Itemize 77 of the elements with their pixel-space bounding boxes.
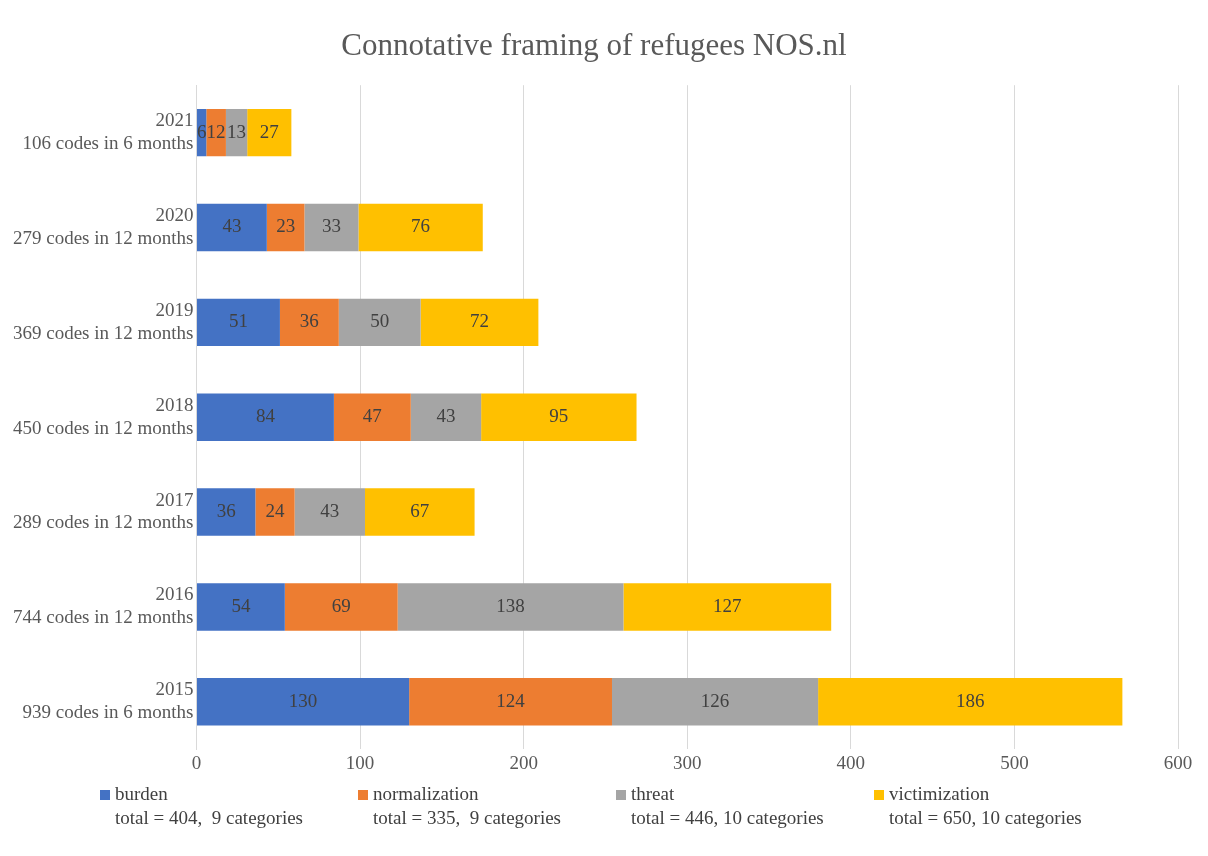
- chart-title: Connotative framing of refugees NOS.nl: [341, 26, 847, 62]
- bar: [397, 583, 624, 631]
- data-label: 33: [321, 215, 341, 237]
- legend-label: threat: [631, 783, 675, 804]
- legend-label: normalization: [373, 783, 479, 804]
- y-tick-label: 2017 289 codes in 12 months: [12, 488, 194, 533]
- data-label: 50: [370, 310, 390, 332]
- data-label: 95: [549, 405, 569, 427]
- x-tick-label: 100: [345, 751, 375, 773]
- data-label: 47: [362, 405, 382, 427]
- y-tick-label: 2018 450 codes in 12 months: [12, 393, 194, 438]
- x-tick-label: 400: [836, 751, 866, 773]
- bar: [294, 488, 365, 536]
- data-label: 36: [216, 500, 236, 522]
- bar: [196, 488, 256, 536]
- legend-label: burden: [115, 783, 168, 804]
- data-label: 43: [320, 500, 340, 522]
- data-label: 54: [231, 594, 251, 616]
- bar: [196, 393, 334, 441]
- bar: [338, 298, 421, 347]
- data-label: 24: [265, 500, 286, 522]
- data-label: 84: [255, 405, 276, 427]
- bar: [364, 488, 475, 536]
- bar: [623, 583, 832, 631]
- bar: [304, 203, 359, 252]
- data-label: 51: [228, 310, 248, 332]
- data-label: 126: [700, 689, 730, 711]
- bar: [196, 298, 280, 347]
- bar: [266, 203, 305, 252]
- bar: [818, 678, 1123, 726]
- bar: [410, 393, 482, 441]
- bar: [409, 678, 612, 726]
- bar: [420, 298, 539, 347]
- data-label: 76: [411, 215, 431, 237]
- y-tick-label: 2016 744 codes in 12 months: [12, 583, 194, 628]
- data-label: 127: [713, 594, 742, 616]
- data-label: 124: [496, 689, 526, 711]
- legend-label: victimization: [889, 783, 990, 804]
- y-tick-label: 2019 369 codes in 12 months: [12, 298, 194, 343]
- data-label: 12: [206, 120, 226, 142]
- x-tick-label: 300: [673, 751, 702, 773]
- bar: [247, 108, 292, 157]
- x-tick-label: 200: [509, 751, 538, 773]
- y-tick-label: 2021 106 codes in 6 months: [22, 109, 194, 154]
- data-label: 27: [259, 120, 279, 142]
- bar: [358, 203, 483, 252]
- data-label: 36: [299, 310, 319, 332]
- data-label: 72: [469, 310, 489, 332]
- y-tick-label: 2015 939 codes in 6 months: [22, 678, 194, 723]
- x-tick-label: 500: [1000, 751, 1029, 773]
- x-tick-label: 600: [1163, 751, 1193, 773]
- data-label: 43: [436, 405, 456, 427]
- text: total = 335, 9 categories: [372, 806, 562, 830]
- bar: [196, 203, 267, 252]
- bar: [206, 108, 226, 157]
- y-tick-label: 2020 279 codes in 12 months: [12, 204, 194, 248]
- data-label: 23: [276, 215, 296, 237]
- text: total = 446, 10 categories: [630, 806, 825, 830]
- data-label: 6: [196, 120, 207, 142]
- bar: [196, 583, 285, 631]
- bar: [255, 488, 295, 536]
- bar: [284, 583, 398, 631]
- bar: [196, 678, 410, 726]
- bar: [333, 393, 411, 441]
- data-label: 186: [956, 689, 985, 711]
- data-label: 69: [331, 594, 351, 616]
- data-label: 130: [288, 689, 318, 711]
- x-tick-label: 0: [191, 751, 202, 773]
- bar: [279, 298, 339, 347]
- bar: [612, 678, 819, 726]
- data-label: 138: [496, 594, 525, 616]
- bar: [481, 393, 637, 441]
- data-label: 43: [222, 215, 242, 237]
- data-label: 13: [227, 120, 247, 142]
- text: total = 404, 9 categories: [114, 806, 304, 830]
- data-label: 67: [410, 500, 430, 522]
- text: total = 650, 10 categories: [888, 806, 1083, 830]
